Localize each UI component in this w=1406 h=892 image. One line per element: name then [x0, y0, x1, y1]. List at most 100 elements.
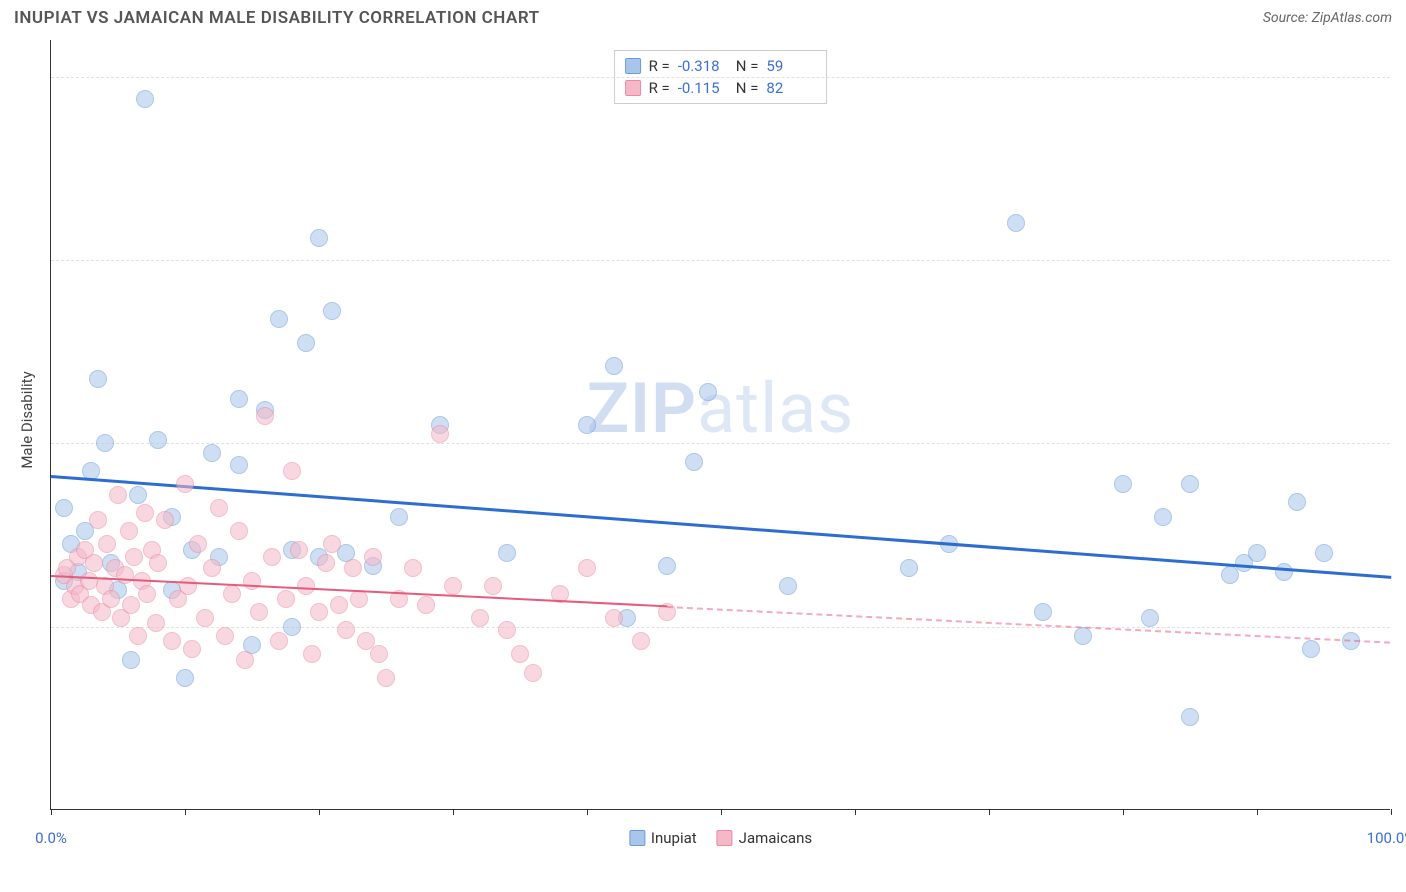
- scatter-point: [156, 511, 174, 529]
- scatter-point: [250, 603, 268, 621]
- stats-n-value: 82: [766, 79, 816, 97]
- scatter-point: [55, 499, 73, 517]
- x-tick: [989, 809, 990, 815]
- scatter-point: [431, 425, 449, 443]
- y-tick-label: 20.0%: [1395, 434, 1406, 452]
- scatter-point: [122, 651, 140, 669]
- scatter-point: [1034, 603, 1052, 621]
- x-tick: [453, 809, 454, 815]
- scatter-point: [337, 621, 355, 639]
- scatter-point: [578, 559, 596, 577]
- grid-line: [51, 443, 1390, 444]
- stats-n-label: N =: [736, 79, 759, 97]
- x-tick: [51, 809, 52, 815]
- scatter-point: [1154, 508, 1172, 526]
- scatter-point: [377, 669, 395, 687]
- scatter-point: [203, 559, 221, 577]
- scatter-point: [149, 431, 167, 449]
- scatter-point: [149, 554, 167, 572]
- scatter-point: [1114, 475, 1132, 493]
- scatter-point: [900, 559, 918, 577]
- scatter-point: [658, 557, 676, 575]
- scatter-point: [1288, 493, 1306, 511]
- scatter-point: [605, 357, 623, 375]
- x-tick: [1257, 809, 1258, 815]
- scatter-point: [270, 310, 288, 328]
- scatter-point: [120, 522, 138, 540]
- scatter-point: [310, 229, 328, 247]
- scatter-point: [203, 444, 221, 462]
- watermark-light: atlas: [697, 368, 854, 450]
- scatter-point: [147, 614, 165, 632]
- scatter-point: [176, 475, 194, 493]
- stats-row: R =-0.115N =82: [625, 77, 817, 99]
- scatter-point: [1248, 544, 1266, 562]
- x-tick-label: 100.0%: [1367, 829, 1406, 847]
- x-tick: [1123, 809, 1124, 815]
- source-attribution: Source: ZipAtlas.com: [1263, 10, 1392, 26]
- scatter-point: [263, 548, 281, 566]
- scatter-point: [98, 535, 116, 553]
- grid-line: [51, 77, 1390, 78]
- grid-line: [51, 627, 1390, 628]
- scatter-point: [236, 651, 254, 669]
- scatter-point: [1315, 544, 1333, 562]
- stats-n-label: N =: [736, 57, 759, 75]
- scatter-point: [109, 486, 127, 504]
- scatter-point: [116, 566, 134, 584]
- bottom-legend: Inupiat Jamaicans: [629, 829, 812, 847]
- y-tick-label: 30.0%: [1395, 251, 1406, 269]
- scatter-point: [498, 544, 516, 562]
- scatter-point: [129, 486, 147, 504]
- legend-swatch: [625, 58, 641, 74]
- scatter-point: [779, 577, 797, 595]
- scatter-point: [136, 504, 154, 522]
- x-tick: [319, 809, 320, 815]
- watermark: ZIPatlas: [587, 368, 855, 450]
- stats-r-label: R =: [649, 79, 670, 97]
- scatter-point: [685, 453, 703, 471]
- scatter-point: [1074, 627, 1092, 645]
- scatter-point: [230, 390, 248, 408]
- scatter-point: [122, 596, 140, 614]
- scatter-point: [85, 554, 103, 572]
- scatter-point: [189, 535, 207, 553]
- scatter-point: [210, 499, 228, 517]
- scatter-point: [102, 590, 120, 608]
- scatter-point: [223, 585, 241, 603]
- legend-label: Jamaicans: [739, 829, 812, 847]
- scatter-point: [370, 645, 388, 663]
- scatter-point: [699, 383, 717, 401]
- x-tick: [855, 809, 856, 815]
- scatter-point: [196, 609, 214, 627]
- scatter-point: [230, 522, 248, 540]
- scatter-point: [256, 407, 274, 425]
- scatter-point: [404, 559, 422, 577]
- scatter-point: [125, 548, 143, 566]
- scatter-point: [129, 627, 147, 645]
- scatter-point: [1181, 475, 1199, 493]
- scatter-point: [1302, 640, 1320, 658]
- scatter-point: [344, 559, 362, 577]
- x-tick: [1391, 809, 1392, 815]
- scatter-point: [417, 596, 435, 614]
- x-tick: [721, 809, 722, 815]
- scatter-point: [277, 590, 295, 608]
- scatter-point: [317, 554, 335, 572]
- legend-label: Inupiat: [651, 829, 697, 847]
- scatter-point: [216, 627, 234, 645]
- scatter-point: [96, 434, 114, 452]
- scatter-point: [390, 508, 408, 526]
- scatter-point: [330, 596, 348, 614]
- scatter-point: [1007, 214, 1025, 232]
- scatter-point: [230, 456, 248, 474]
- watermark-bold: ZIP: [587, 368, 697, 450]
- scatter-point: [484, 577, 502, 595]
- scatter-point: [176, 669, 194, 687]
- x-tick: [185, 809, 186, 815]
- trend-line: [667, 606, 1391, 644]
- scatter-point: [1181, 708, 1199, 726]
- scatter-point: [290, 541, 308, 559]
- y-tick-label: 10.0%: [1395, 618, 1406, 636]
- scatter-point: [498, 621, 516, 639]
